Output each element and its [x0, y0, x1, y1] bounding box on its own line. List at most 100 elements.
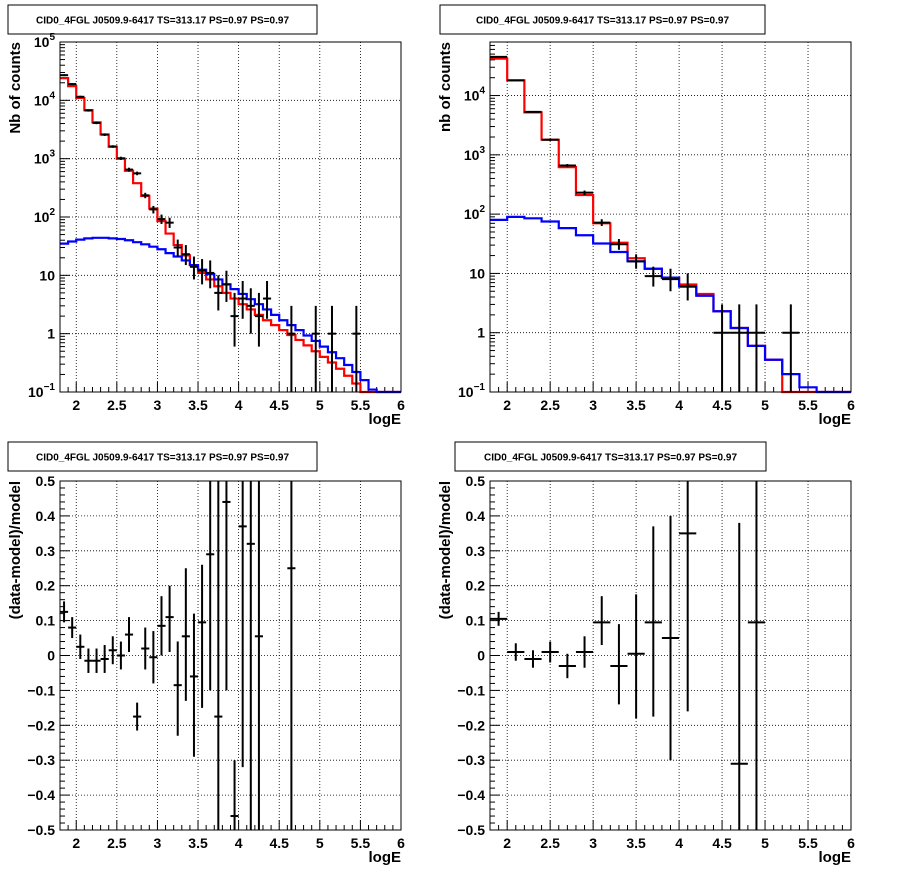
x-tick-label: 3.5 [188, 397, 208, 413]
x-tick-label: 4.5 [712, 397, 732, 413]
chart-title-box [439, 4, 766, 35]
data-point [149, 205, 158, 214]
x-tick-label: 4 [675, 835, 683, 851]
x-tick-label: 4 [675, 397, 683, 413]
data-point [76, 634, 85, 659]
axis-ticks [59, 44, 402, 393]
x-tick-label: 3 [154, 397, 162, 413]
data-point [173, 641, 182, 736]
y-tick-label: −0.4 [27, 787, 55, 803]
data-point [558, 164, 576, 168]
y-tick-label: −0.5 [27, 822, 55, 838]
x-tick-label: 5 [316, 835, 324, 851]
data-point [108, 145, 117, 148]
x-tick-label: 5 [761, 397, 769, 413]
y-axis-label: Nb of counts [7, 42, 24, 134]
data-points [490, 481, 766, 830]
y-tick-label: 0.5 [36, 473, 56, 489]
x-tick-label: 6 [847, 835, 855, 851]
data-point [311, 305, 320, 392]
data-point [490, 611, 508, 626]
x-tick-label: 3 [154, 835, 162, 851]
data-points [60, 74, 361, 392]
histogram-series-red [60, 77, 401, 394]
y-tick-label: 0 [477, 648, 485, 664]
y-axis-label: (data-model)/model [7, 481, 24, 619]
x-tick-label: 4 [235, 835, 243, 851]
data-point [575, 190, 594, 196]
x-tick-label: 3.5 [626, 397, 646, 413]
data-point [558, 653, 576, 679]
data-point [92, 121, 101, 125]
data-point [661, 515, 680, 761]
y-tick-label: −0.1 [457, 682, 485, 698]
x-tick-label: 3 [589, 835, 597, 851]
chart-title-box [7, 4, 318, 35]
chart-title: CID0_4FGL J0509.9-6417 TS=313.17 PS=0.97… [484, 453, 737, 464]
x-tick-label: 2 [72, 397, 80, 413]
y-axis-label: (data-model)/model [437, 481, 454, 619]
data-point [230, 760, 239, 830]
x-tick-label: 6 [397, 835, 405, 851]
y-tick-label: 10−1 [458, 382, 485, 400]
y-tick-label: 10 [39, 267, 55, 283]
y-tick-label: 102 [464, 204, 486, 222]
data-point [141, 627, 150, 670]
data-point [68, 83, 77, 86]
data-point [246, 481, 255, 830]
data-point [679, 273, 697, 301]
data-point [189, 256, 199, 280]
y-tick-label: −0.4 [457, 787, 485, 803]
data-point [60, 601, 69, 623]
data-point [230, 292, 239, 347]
y-tick-label: 0.1 [466, 613, 486, 629]
plot-frame [489, 480, 852, 831]
data-point [222, 481, 231, 691]
grid [60, 480, 402, 831]
axis-ticks [489, 41, 852, 393]
x-tick-label: 3.5 [188, 835, 208, 851]
data-point [92, 648, 101, 673]
y-tick-label: 0.1 [36, 613, 56, 629]
y-tick-label: 104 [34, 90, 56, 108]
data-point [610, 624, 628, 705]
data-point [541, 138, 559, 141]
data-point [730, 304, 748, 392]
data-point [524, 650, 542, 668]
data-point [124, 617, 134, 653]
data-point [679, 481, 697, 712]
data-point [76, 95, 85, 98]
y-tick-label: 10 [469, 265, 485, 281]
x-tick-label: 4.5 [269, 835, 289, 851]
x-tick-label: 5 [316, 397, 324, 413]
y-tick-label: 0.4 [36, 508, 56, 524]
data-point [327, 305, 337, 392]
x-tick-label: 6 [847, 397, 855, 413]
data-point [100, 645, 109, 673]
y-tick-label: −0.5 [457, 822, 485, 838]
y-tick-label: 0 [47, 648, 55, 664]
data-point [610, 239, 628, 250]
x-axis-label: logE [819, 411, 852, 428]
y-tick-label: 0.2 [36, 578, 56, 594]
axis-ticks [59, 480, 402, 831]
data-points [60, 481, 296, 830]
chart-panel-1: CID0_4FGL J0509.9-6417 TS=313.17 PS=0.97… [7, 4, 405, 428]
data-point [149, 631, 158, 684]
y-tick-label: 105 [34, 32, 56, 50]
y-tick-label: 103 [34, 149, 56, 167]
data-point [165, 585, 174, 653]
y-tick-label: −0.3 [457, 752, 485, 768]
data-point [507, 643, 525, 661]
chart-title: CID0_4FGL J0509.9-6417 TS=313.17 PS=0.97… [476, 16, 729, 27]
data-point [222, 270, 231, 302]
data-point [713, 304, 731, 392]
y-tick-label: 104 [464, 86, 486, 104]
data-point [575, 636, 594, 668]
data-point [644, 526, 662, 717]
chart-title-box [7, 441, 318, 472]
x-tick-label: 2 [503, 835, 511, 851]
x-tick-label: 2 [72, 835, 80, 851]
y-tick-label: 1 [477, 325, 485, 341]
x-tick-label: 5.5 [351, 835, 371, 851]
